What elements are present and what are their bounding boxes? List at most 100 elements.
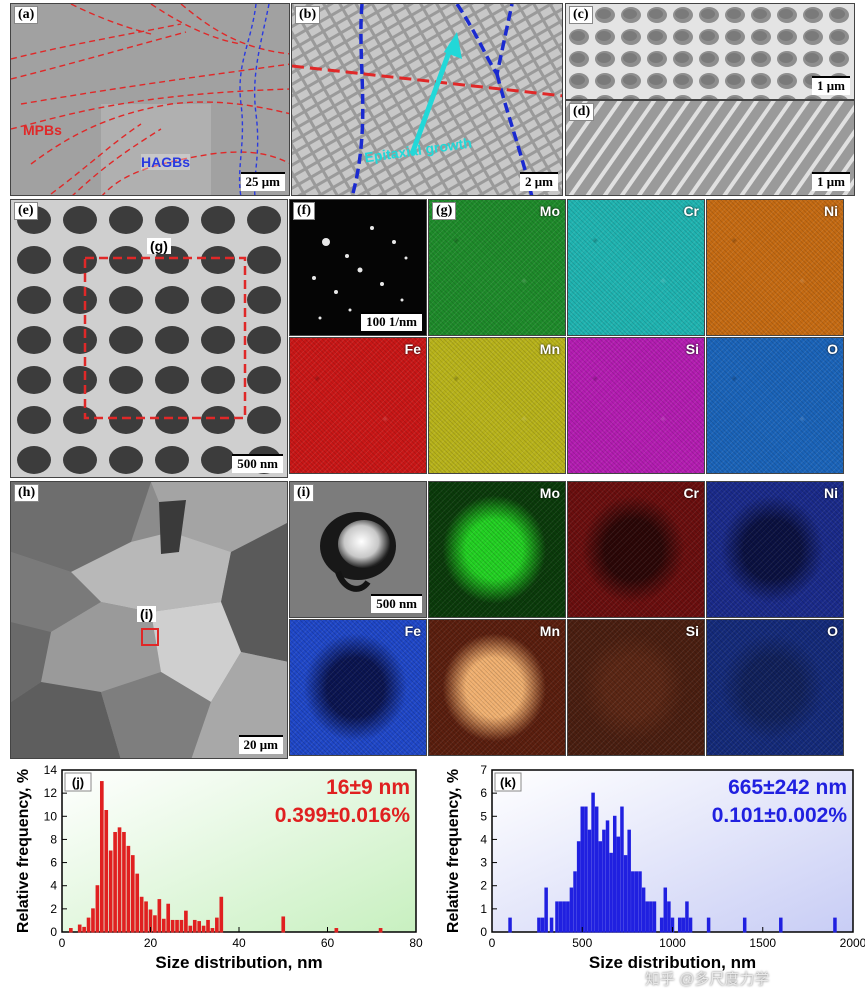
panel-e-scale-bar: 500 nm bbox=[232, 454, 283, 473]
x-tick-label: 0 bbox=[489, 936, 496, 950]
chart-panel-label: (j) bbox=[72, 775, 84, 790]
x-tick-label: 1000 bbox=[659, 936, 686, 950]
histogram-bar bbox=[117, 827, 122, 933]
histogram-bar bbox=[605, 820, 610, 933]
y-tick-label: 6 bbox=[480, 786, 487, 800]
y-axis-label: Relative frequency, % bbox=[445, 769, 462, 933]
eds-element-label: Fe bbox=[404, 623, 421, 639]
histogram-bar bbox=[91, 908, 95, 933]
x-tick-label: 2000 bbox=[840, 936, 865, 950]
panel-d-micrograph bbox=[566, 101, 854, 195]
histogram-bar bbox=[569, 887, 574, 933]
x-tick-label: 500 bbox=[572, 936, 592, 950]
histogram-bar bbox=[108, 850, 113, 933]
histogram-bar bbox=[566, 901, 570, 933]
eds-element-label: Cr bbox=[683, 485, 699, 501]
histogram-bar bbox=[206, 919, 210, 933]
panel-i-region-label: (i) bbox=[137, 606, 157, 622]
panel-f-label: (f) bbox=[293, 202, 315, 220]
eds-map-mo: Mo bbox=[428, 481, 566, 618]
histogram-bar bbox=[126, 845, 131, 933]
histogram-bar bbox=[649, 901, 653, 933]
chart-label-box bbox=[494, 772, 522, 792]
volume-fraction-annotation: 0.101±0.002% bbox=[712, 804, 848, 827]
eds-element-label: Mn bbox=[539, 623, 560, 639]
panel-i-scale-bar: 500 nm bbox=[371, 594, 422, 613]
histogram-bar bbox=[549, 917, 554, 933]
histogram-bar bbox=[685, 901, 689, 933]
panel-c-micrograph bbox=[566, 4, 854, 99]
y-tick-label: 0 bbox=[50, 925, 57, 939]
histogram-bar bbox=[281, 916, 286, 933]
histogram-bar bbox=[612, 815, 617, 933]
chart-panel-label: (k) bbox=[500, 775, 516, 790]
eds-map-fe: Fe bbox=[289, 337, 427, 474]
hagbs-annotation: HAGBs bbox=[141, 154, 191, 170]
eds-map-cr: Cr bbox=[567, 481, 705, 618]
histogram-bar bbox=[631, 871, 635, 933]
histogram-bar bbox=[540, 917, 545, 933]
histogram-bar bbox=[161, 918, 166, 933]
eds-element-label: Mo bbox=[539, 485, 560, 501]
histogram-bar bbox=[598, 841, 603, 933]
panel-h-scale-bar: 20 μm bbox=[238, 735, 283, 754]
y-tick-label: 5 bbox=[480, 809, 487, 823]
eds-map-ni: Ni bbox=[706, 199, 844, 336]
x-axis-label: Size distribution, nm bbox=[589, 953, 756, 972]
eds-element-label: O bbox=[827, 623, 838, 639]
histogram-bar bbox=[591, 792, 595, 933]
eds-element-label: Si bbox=[685, 341, 699, 357]
histogram-bar bbox=[544, 887, 548, 933]
x-tick-label: 60 bbox=[321, 936, 335, 950]
y-tick-label: 2 bbox=[50, 902, 57, 916]
eds-map-mn: Mn bbox=[428, 619, 566, 756]
panel-f-scale-bar: 100 1/nm bbox=[361, 312, 422, 331]
histogram-bar bbox=[144, 901, 148, 933]
panel-b-label: (b) bbox=[295, 6, 321, 24]
histogram-bar bbox=[86, 917, 91, 933]
y-tick-label: 14 bbox=[44, 763, 58, 777]
histogram-k: 0 500 1000 1500 2000 0 1 2 3 4 5 6 7 Size distributio… bbox=[445, 763, 865, 972]
panel-g-region-label: (g) bbox=[147, 238, 171, 254]
y-tick-label: 7 bbox=[480, 763, 487, 777]
panel-a-scale-bar: 25 μm bbox=[240, 172, 285, 191]
histogram-bar bbox=[706, 917, 711, 933]
panel-e-label: (e) bbox=[14, 202, 38, 220]
histogram-bar bbox=[641, 887, 646, 933]
histogram-bar bbox=[135, 873, 140, 933]
x-tick-label: 20 bbox=[144, 936, 158, 950]
histogram-bar bbox=[609, 852, 613, 933]
eds-element-label: O bbox=[827, 341, 838, 357]
histogram-bar bbox=[562, 901, 566, 933]
panel-c-scale-bar: 1 μm bbox=[812, 76, 850, 95]
histogram-bar bbox=[580, 806, 584, 933]
y-tick-label: 4 bbox=[50, 879, 57, 893]
panel-b-scale-bar: 2 μm bbox=[520, 172, 558, 191]
panel-i: (i) 500 nm bbox=[289, 481, 427, 618]
histogram-bar bbox=[378, 928, 383, 933]
histogram-bar bbox=[573, 871, 577, 933]
histogram-bar bbox=[779, 917, 783, 933]
histogram-bar bbox=[537, 917, 541, 933]
histogram-bar bbox=[555, 901, 559, 933]
histogram-bar bbox=[663, 887, 668, 933]
eds-element-label: Ni bbox=[824, 203, 838, 219]
histogram-bar bbox=[667, 901, 671, 933]
y-tick-label: 12 bbox=[44, 786, 58, 800]
y-tick-label: 2 bbox=[480, 879, 487, 893]
panel-d-label: (d) bbox=[569, 103, 595, 121]
eds-map-cr: Cr bbox=[567, 199, 705, 336]
eds-element-label: Mo bbox=[539, 203, 560, 219]
histogram-bar bbox=[594, 806, 599, 933]
histogram-bar bbox=[219, 896, 224, 933]
histogram-bar bbox=[627, 829, 631, 933]
eds-map-si: Si bbox=[567, 619, 705, 756]
histogram-bar bbox=[166, 903, 171, 933]
panel-h-micrograph bbox=[11, 482, 287, 758]
y-tick-label: 6 bbox=[50, 856, 57, 870]
y-tick-label: 10 bbox=[44, 809, 58, 823]
histogram-bar bbox=[139, 896, 144, 933]
panel-a-label: (a) bbox=[14, 6, 39, 24]
histogram-bar bbox=[616, 836, 621, 933]
histogram-j: 0 20 40 60 80 0 2 4 6 8 10 12 14 Size distribution, n… bbox=[15, 763, 423, 972]
